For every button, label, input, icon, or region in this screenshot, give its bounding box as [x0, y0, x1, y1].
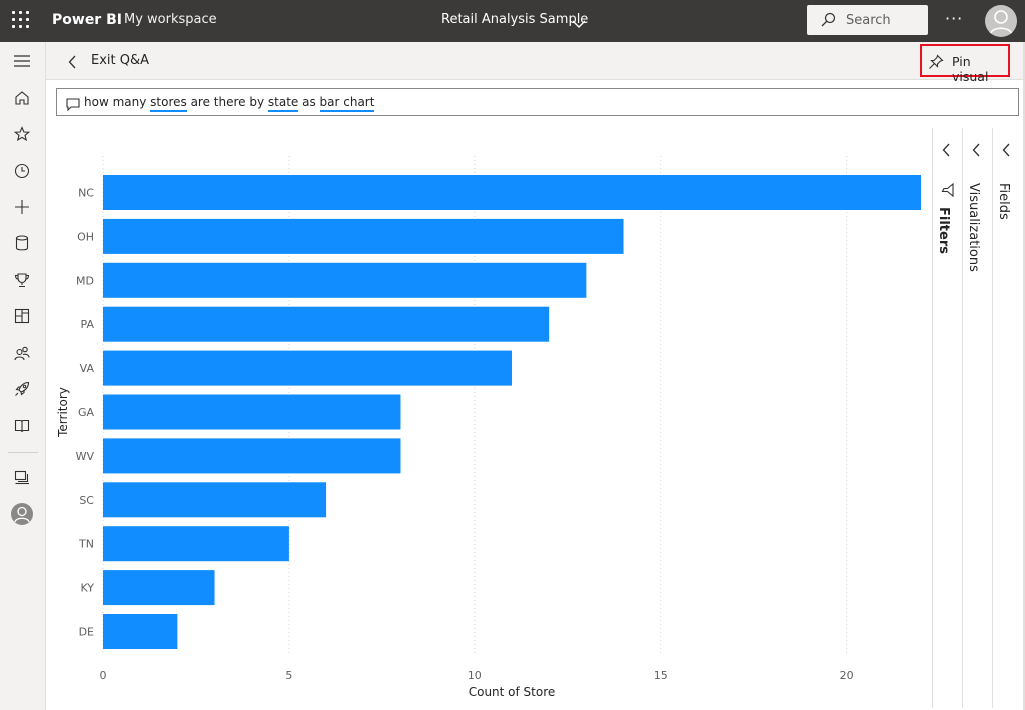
y-tick-label: VA [80, 362, 95, 375]
people-icon[interactable] [11, 342, 33, 364]
plus-icon[interactable] [11, 196, 33, 218]
qa-recognized-term[interactable]: state [267, 95, 299, 112]
qa-recognized-term[interactable]: stores [150, 95, 187, 112]
qa-text-segment: are there by [186, 95, 268, 109]
x-tick-label: 0 [100, 669, 107, 682]
qa-text-segment: how many [84, 95, 151, 109]
nav-divider [8, 452, 38, 453]
top-bar: Power BI My workspace Retail Analysis Sa… [0, 0, 1025, 42]
y-tick-label: TN [78, 538, 94, 551]
y-tick-label: OH [77, 230, 94, 243]
bar[interactable] [103, 218, 624, 254]
bar[interactable] [103, 262, 587, 298]
y-tick-label: PA [81, 318, 95, 331]
star-icon[interactable] [11, 123, 33, 145]
bar[interactable] [103, 350, 512, 386]
trophy-icon[interactable] [11, 269, 33, 291]
y-tick-label: SC [79, 494, 94, 507]
search-placeholder: Search [846, 13, 891, 28]
rocket-icon[interactable] [11, 378, 33, 400]
bar[interactable] [103, 306, 550, 342]
y-tick-label: MD [76, 274, 94, 287]
x-tick-label: 20 [840, 669, 854, 682]
filter-icon [941, 182, 955, 201]
y-tick-label: KY [80, 582, 94, 595]
book-icon[interactable] [11, 415, 33, 437]
qa-text-segment: as [298, 95, 320, 109]
more-options-icon[interactable]: ··· [945, 9, 964, 28]
hamburger-icon[interactable] [11, 50, 33, 72]
fields-pane[interactable]: Fields [992, 128, 1023, 708]
home-icon[interactable] [11, 87, 33, 109]
chevron-left-icon[interactable] [942, 142, 951, 161]
x-tick-label: 10 [468, 669, 482, 682]
qa-toolbar: Exit Q&A Pin visual [46, 42, 1025, 84]
search-icon [820, 12, 836, 32]
chart-svg: 0 5 10 15 20 NC OH MD PA VA GA WV SC TN KY DE Count of S… [56, 156, 921, 699]
clock-icon[interactable] [11, 160, 33, 182]
y-tick-label: NC [78, 187, 94, 200]
y-tick-label: WV [76, 450, 95, 463]
qa-question-text: how many stores are there by state as ba… [84, 95, 375, 112]
x-tick-label: 15 [654, 669, 668, 682]
chat-icon [66, 96, 80, 115]
app-launcher-icon[interactable] [12, 11, 30, 29]
exit-qa-button[interactable]: Exit Q&A [91, 53, 150, 68]
bar[interactable] [103, 438, 401, 474]
chevron-left-icon[interactable] [972, 142, 981, 161]
apps-icon[interactable] [11, 305, 33, 327]
left-navigation [0, 42, 46, 710]
y-axis-title: Territory [56, 387, 70, 438]
chevron-down-icon[interactable] [572, 14, 586, 33]
chevron-left-icon[interactable] [68, 54, 77, 73]
window-border [1023, 42, 1025, 710]
pin-icon [928, 54, 944, 74]
bar-chart: 0 5 10 15 20 NC OH MD PA VA GA WV SC TN KY DE Count of S… [48, 124, 932, 710]
x-tick-label: 5 [285, 669, 292, 682]
bar[interactable] [103, 175, 921, 210]
pin-visual-button[interactable]: Pin visual [920, 44, 1010, 84]
database-icon[interactable] [11, 232, 33, 254]
bar[interactable] [103, 482, 327, 518]
chevron-left-icon[interactable] [1002, 142, 1011, 161]
y-tick-label: DE [79, 626, 94, 639]
account-avatar[interactable] [985, 5, 1017, 37]
bar[interactable] [103, 526, 289, 562]
filters-pane[interactable]: Filters [932, 128, 962, 708]
report-title[interactable]: Retail Analysis Sample [441, 12, 589, 27]
app-name[interactable]: Power BI [52, 12, 122, 28]
workspace-link[interactable]: My workspace [124, 12, 217, 27]
bar[interactable] [103, 614, 178, 649]
visualizations-pane[interactable]: Visualizations [962, 128, 992, 708]
x-axis-title: Count of Store [469, 685, 556, 699]
qa-question-input[interactable]: how many stores are there by state as ba… [56, 88, 1019, 116]
visualizations-label: Visualizations [966, 183, 981, 272]
y-tick-label: GA [78, 406, 95, 419]
search-input[interactable]: Search [807, 5, 928, 35]
workspaces-icon[interactable] [11, 466, 33, 488]
qa-recognized-term[interactable]: bar chart [319, 95, 375, 112]
avatar-icon[interactable] [11, 503, 33, 525]
filters-label: Filters [936, 207, 951, 254]
bar[interactable] [103, 394, 401, 430]
bar[interactable] [103, 570, 215, 606]
fields-label: Fields [996, 183, 1011, 220]
pin-visual-label: Pin visual [952, 54, 989, 84]
